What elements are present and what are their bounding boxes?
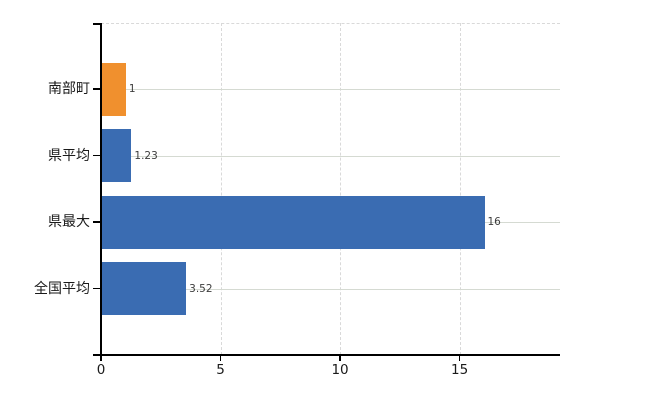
x-axis-tick	[219, 354, 222, 361]
y-axis-tick	[93, 154, 101, 157]
category-label: 県平均	[48, 147, 90, 164]
x-axis-tick	[339, 354, 341, 361]
category-label: 県最大	[48, 214, 90, 231]
y-axis	[100, 23, 102, 360]
y-axis-tick	[93, 287, 101, 290]
bar	[102, 129, 132, 183]
y-axis-tick	[93, 23, 101, 25]
x-axis-tick	[458, 354, 461, 361]
bar-value-label: 1.23	[134, 149, 158, 162]
bar-value-label: 3.52	[189, 282, 213, 295]
x-axis	[93, 354, 560, 356]
horizontal-gridline	[101, 89, 560, 91]
x-tick-label: 0	[96, 362, 106, 378]
bar-value-label: 16	[487, 216, 501, 229]
bar-value-label: 1	[128, 83, 136, 96]
bar	[102, 195, 485, 249]
x-tick-label: 10	[331, 362, 349, 378]
x-axis-tick	[100, 354, 102, 361]
vertical-gridline	[220, 23, 222, 355]
bar	[102, 62, 126, 116]
y-axis-tick	[93, 221, 101, 223]
x-tick-label: 5	[216, 362, 225, 378]
horizontal-gridline	[101, 288, 560, 290]
horizontal-gridline	[101, 155, 560, 157]
category-label: 全国平均	[34, 280, 90, 297]
plot-top-border	[101, 23, 560, 24]
x-tick-label: 15	[451, 362, 469, 378]
vertical-gridline	[340, 23, 342, 355]
bar	[102, 262, 187, 316]
vertical-gridline	[459, 23, 461, 355]
category-label: 南部町	[48, 81, 90, 98]
y-axis-tick	[93, 88, 101, 90]
